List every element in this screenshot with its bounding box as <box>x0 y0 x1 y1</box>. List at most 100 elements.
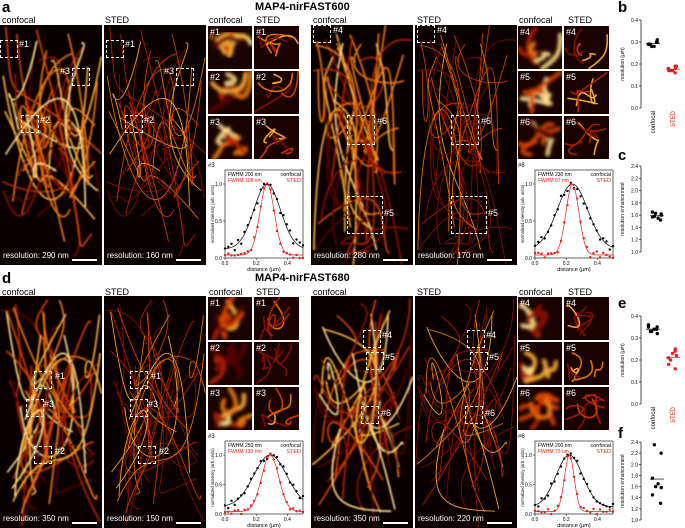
point-sted <box>537 509 540 513</box>
crop-a-conf-2: #2 <box>207 70 253 115</box>
point-sted <box>240 512 243 516</box>
x-tick-label: 0.4 <box>594 261 601 267</box>
category-label: STED <box>671 110 677 127</box>
roi-box-5 <box>347 196 383 234</box>
data-point <box>666 66 671 71</box>
point-confocal <box>243 492 246 495</box>
point-confocal <box>230 499 233 502</box>
roi-label-5: #5 <box>488 208 499 218</box>
filament-network <box>211 123 248 159</box>
micrograph-d-left-sted: #1 #3 #2 resolution: 150 nm <box>104 296 206 528</box>
point-sted <box>569 182 572 186</box>
point-sted <box>543 510 546 514</box>
filament-network <box>417 25 516 265</box>
filament-network <box>0 299 102 526</box>
point-confocal <box>275 455 279 459</box>
y-axis-label: normalized intensity (arb. units) <box>210 184 215 243</box>
fit-sted <box>535 183 613 256</box>
point-sted <box>572 187 576 191</box>
point-sted <box>288 508 292 511</box>
y-tick-label: 0.2 <box>631 358 638 364</box>
y-tick-label: 0.4 <box>631 314 638 320</box>
point-confocal <box>611 502 615 506</box>
point-sted <box>589 511 592 514</box>
plot-background <box>207 160 307 272</box>
point-sted <box>595 250 598 253</box>
crop-d-conf-6: #6 <box>517 386 563 431</box>
point-confocal <box>576 187 579 191</box>
y-tick-label: 0.0 <box>525 256 532 262</box>
point-confocal <box>608 505 611 509</box>
point-sted <box>246 250 249 253</box>
y-axis-label: resolution enhancement <box>620 182 626 236</box>
crop-a-sted-6: #6 <box>563 115 610 160</box>
point-sted <box>582 237 585 240</box>
point-sted <box>236 253 240 257</box>
filament-network <box>564 119 607 156</box>
legend-confocal: confocal <box>281 172 302 178</box>
header-confocal: confocal <box>209 287 243 297</box>
plot-frame <box>224 169 304 259</box>
point-confocal <box>236 238 240 242</box>
plot-background <box>207 431 307 528</box>
point-sted <box>546 508 550 511</box>
x-axis-label: distance (µm) <box>557 523 591 528</box>
y-tick-label: 0.5 <box>215 219 222 225</box>
point-confocal <box>298 241 301 244</box>
filament-network <box>256 342 293 384</box>
fwhm-confocal: FWHM 200 nm <box>228 172 262 178</box>
header-sted: STED <box>568 287 593 297</box>
plot-frame <box>224 440 304 515</box>
crop-d-conf-5: #5 <box>517 341 563 386</box>
y-axis-label: resolution enhancement <box>620 454 626 508</box>
point-confocal <box>249 477 253 481</box>
y-tick-label: 0.2 <box>631 62 638 68</box>
roi-box-4 <box>417 25 435 43</box>
point-sted <box>543 256 546 259</box>
point-sted <box>553 509 556 512</box>
roi-label-1: #1 <box>151 371 162 381</box>
roi-label-2: #2 <box>40 115 51 125</box>
point-sted <box>537 251 540 255</box>
roi-label-6: #6 <box>485 408 496 418</box>
point-sted <box>298 509 301 512</box>
point-sted <box>572 475 576 479</box>
point-confocal <box>608 248 611 251</box>
point-sted <box>285 252 288 255</box>
point-confocal <box>559 194 563 198</box>
chart-f: 1.0 1.2 1.4 1.6 1.8 2.0 2.2 2.4 resolution enhan… <box>620 440 664 524</box>
point-confocal <box>256 202 259 205</box>
header-sted: STED <box>417 287 442 297</box>
filament-network <box>518 392 560 430</box>
y-tick-label: 0.5 <box>525 219 532 225</box>
point-confocal <box>272 192 275 195</box>
filament-network <box>259 297 291 340</box>
profile-tag: #6 <box>518 163 525 169</box>
crop-label: #6 <box>566 117 577 127</box>
point-confocal <box>259 459 262 463</box>
crop-label: #4 <box>566 298 577 308</box>
point-confocal <box>256 466 259 470</box>
point-sted <box>611 256 615 260</box>
resolution-label: resolution: 290 nm <box>3 251 69 260</box>
roi-box-5 <box>366 352 384 370</box>
roi-label-6: #6 <box>381 408 392 418</box>
point-confocal <box>566 453 569 456</box>
data-point <box>654 40 659 44</box>
point-confocal <box>295 238 298 241</box>
roi-box-6 <box>465 406 483 424</box>
point-confocal <box>533 503 537 507</box>
crop-a-conf-6: #6 <box>517 115 563 160</box>
point-confocal <box>598 238 602 241</box>
point-confocal <box>275 197 279 201</box>
point-confocal <box>592 496 595 499</box>
x-tick-label: 0.4 <box>284 261 291 267</box>
filament-network <box>208 342 247 385</box>
roi-box-5 <box>451 196 487 234</box>
fwhm-confocal: FWHM 200 nm <box>538 443 572 449</box>
point-sted <box>223 511 227 514</box>
filament-network <box>566 304 594 337</box>
point-sted <box>269 452 272 455</box>
point-sted <box>227 510 230 514</box>
scale-bar <box>176 522 201 524</box>
